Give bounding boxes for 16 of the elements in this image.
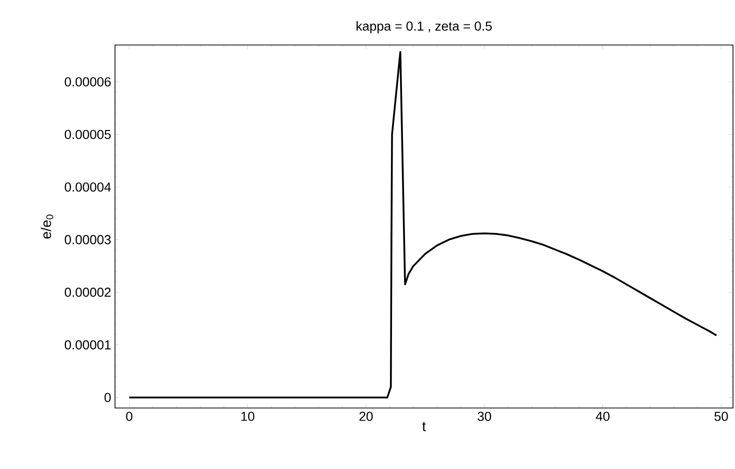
y-tick-label: 0.00001	[64, 340, 111, 350]
chart-title: kappa = 0.1 , zeta = 0.5	[356, 21, 492, 34]
x-tick-label: 20	[359, 412, 373, 421]
x-tick-label: 10	[241, 412, 254, 421]
y-tick-label: 0.00005	[64, 130, 111, 140]
x-tick-label: 50	[714, 412, 728, 421]
x-axis-title: t	[422, 422, 426, 432]
y-tick-label: 0.00004	[64, 182, 111, 192]
x-tick-label: 30	[478, 412, 492, 421]
y-tick-label: 0.00002	[64, 288, 111, 297]
y-tick-label: 0.00003	[64, 235, 111, 244]
x-tick-label: 40	[596, 412, 610, 421]
x-tick-label: 0	[126, 412, 132, 421]
y-tick-label: 0	[104, 392, 111, 402]
y-axis-title: e/e$_{0}$	[40, 214, 54, 239]
y-tick-label: 0.00006	[64, 77, 111, 86]
